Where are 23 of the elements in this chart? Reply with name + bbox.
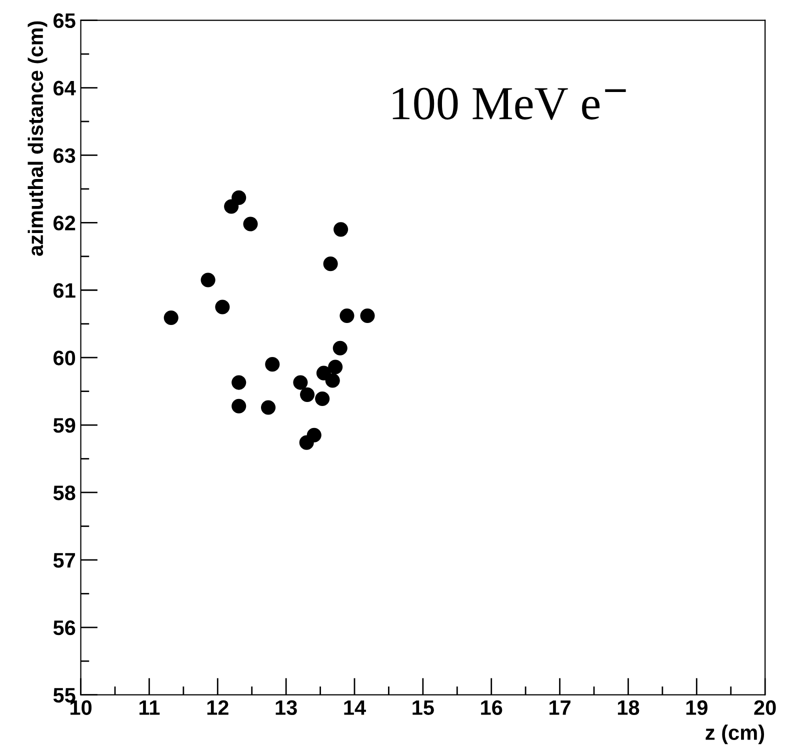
x-tick-label: 16 [481,700,502,716]
y-tick-label: 60 [54,350,76,366]
x-axis-title: z (cm) [706,724,764,744]
x-tick-label: 14 [344,700,366,715]
y-tick-label: 62 [54,216,76,230]
annotation: 100 MeV e$^{−}$ [392,88,626,120]
x-tick-label: 13 [276,700,297,716]
y-tick-label: 65 [54,13,76,28]
y-tick-label: 59 [53,418,76,433]
y-tick-label: 56 [53,620,76,636]
x-tick-label: 12 [207,700,228,715]
x-tick-label: 20 [754,700,776,716]
y-axis-title: azimuthal distance (cm) [28,21,48,256]
x-tick-label: 15 [412,700,434,716]
x-tick-label: 18 [618,700,640,716]
y-tick-label: 63 [54,148,76,163]
x-tick-label: 17 [550,700,570,715]
x-tick-label: 19 [686,700,708,716]
y-tick-label: 64 [54,80,76,96]
y-tick-label: 58 [53,485,76,500]
y-tick-label: 61 [54,283,76,298]
y-tick-label: 57 [53,553,76,568]
x-tick-label: 11 [140,700,160,715]
